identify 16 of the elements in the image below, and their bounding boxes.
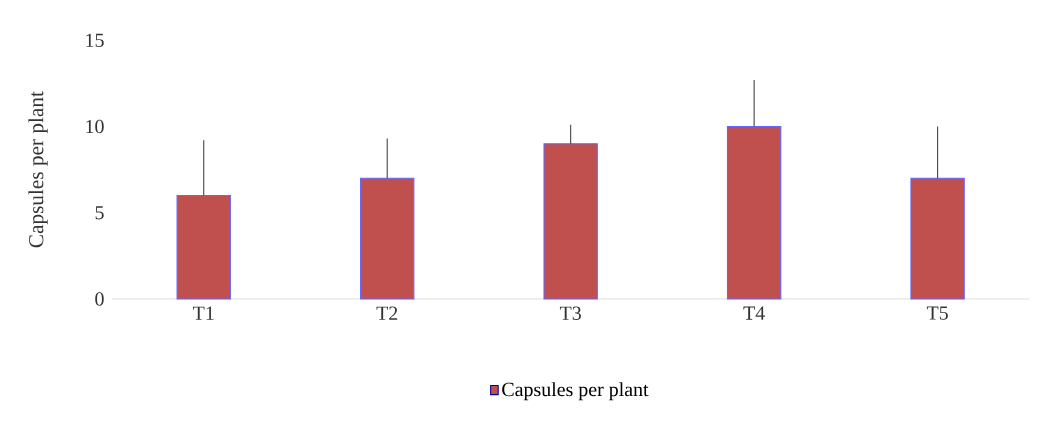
- x-tick-label: T3: [559, 306, 581, 320]
- y-tick-label: 10: [86, 119, 104, 134]
- x-tick-label: T2: [376, 306, 398, 320]
- x-tick-label: T1: [193, 306, 214, 320]
- y-tick-label: 15: [86, 33, 104, 47]
- y-tick-label: 0: [95, 292, 104, 306]
- y-tick-label: 5: [95, 206, 104, 220]
- x-tick-label: T4: [743, 306, 765, 320]
- bar: [726, 126, 782, 300]
- bar: [176, 195, 231, 300]
- bar: [360, 177, 415, 300]
- bar: [910, 177, 965, 300]
- y-axis-title: Capsules per plant: [28, 91, 48, 248]
- x-tick-label: T5: [926, 306, 948, 320]
- legend-label: Capsules per plant: [502, 382, 649, 401]
- bar: [543, 143, 598, 300]
